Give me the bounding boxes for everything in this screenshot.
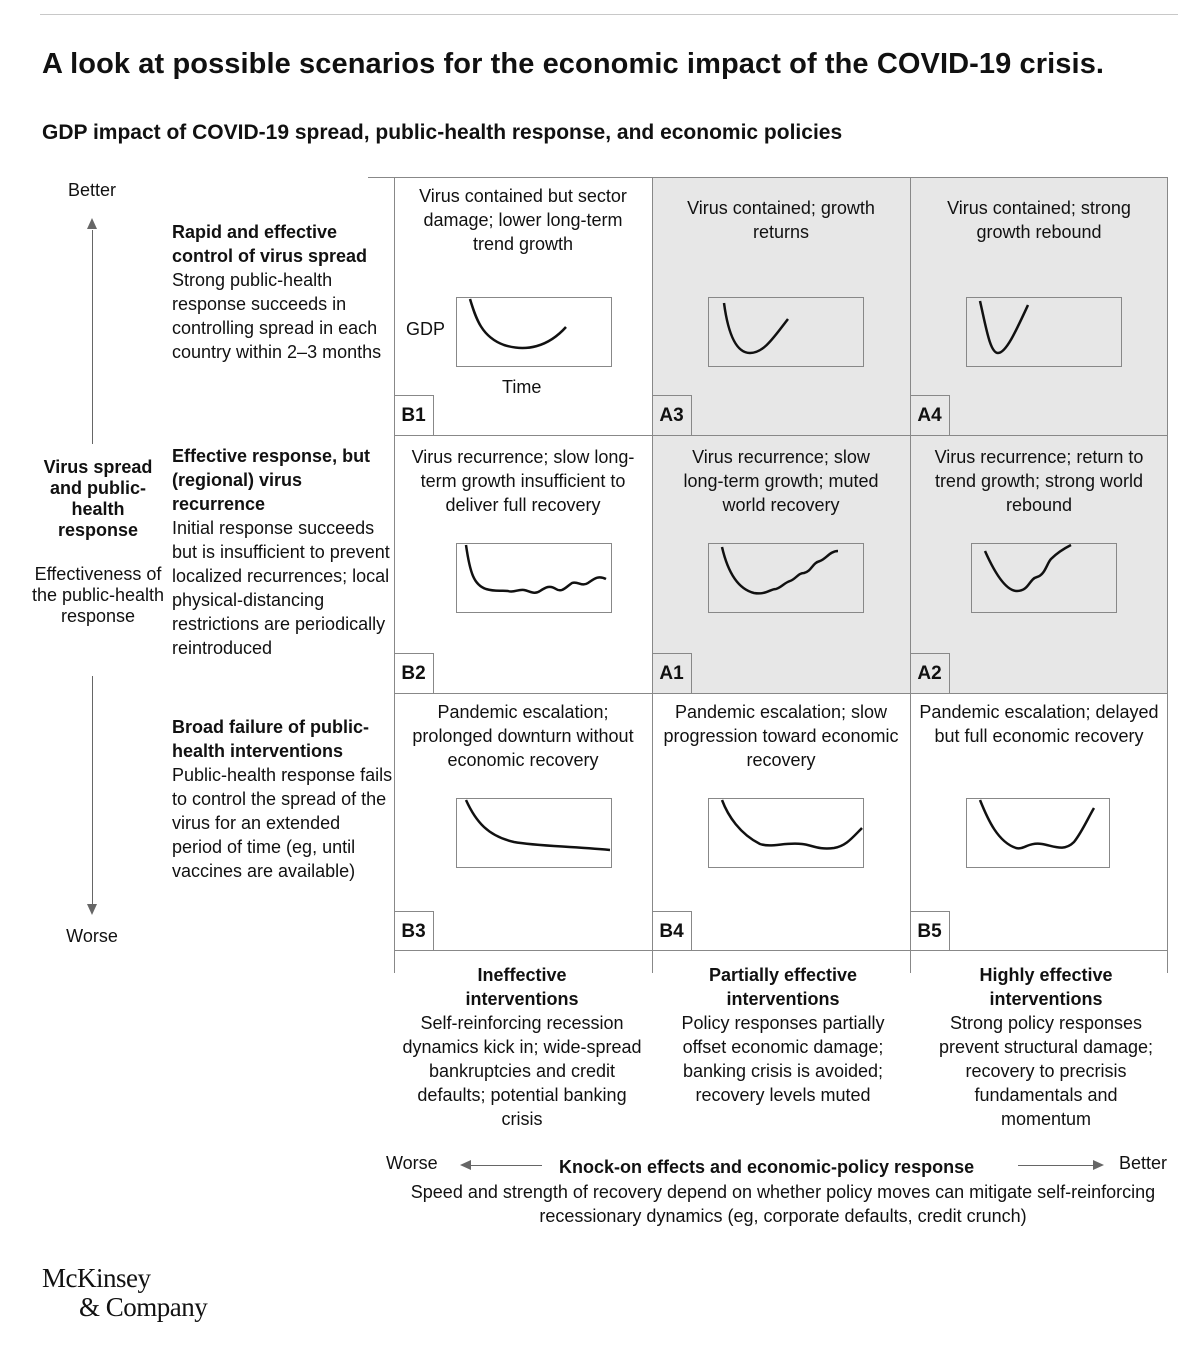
- scenario-text: Virus recurrence; return to trend growth…: [934, 447, 1144, 515]
- logo-line-2: & Company: [79, 1292, 208, 1322]
- row-description-2: Effective response, but (regional) virus…: [172, 444, 394, 660]
- row-body: Public-health response fails to control …: [172, 765, 393, 881]
- row-body: Strong public-health response succeeds i…: [172, 270, 382, 362]
- arrow-left-icon: [460, 1160, 471, 1170]
- column-heading: Highly effective interventions: [979, 965, 1113, 1009]
- mckinsey-logo: McKinsey & Company: [42, 1263, 208, 1322]
- column-description-2: Partially effective interventions Policy…: [664, 963, 902, 1107]
- scenario-grid: Virus contained but sector damage; lower…: [368, 177, 1168, 951]
- gdp-curve-chart-b1: [456, 297, 612, 367]
- column-body: Policy responses partially offset econom…: [681, 1013, 885, 1105]
- scenario-cell-b3: Pandemic escalation; prolonged downturn …: [394, 693, 652, 951]
- scenario-text: Virus contained; growth returns: [687, 198, 875, 242]
- scenario-cell-a3: Virus contained; growth returns A3: [652, 177, 910, 435]
- scenario-text: Pandemic escalation; slow progression to…: [663, 702, 899, 770]
- scenario-text: Virus recurrence; slow long-term growth …: [411, 447, 635, 515]
- arrow-up-icon: [87, 218, 97, 229]
- arrow-down-icon: [87, 904, 97, 915]
- grid-line: [394, 950, 1168, 951]
- grid-line: [394, 693, 1168, 694]
- gdp-axis-label: GDP: [406, 319, 446, 339]
- column-tick: [652, 951, 653, 973]
- scenario-cell-a2: Virus recurrence; return to trend growth…: [910, 435, 1168, 693]
- column-description-1: Ineffective interventions Self-reinforci…: [400, 963, 644, 1131]
- grid-line: [394, 435, 1168, 436]
- vertical-axis-line-top: [92, 230, 93, 444]
- scenario-id: A1: [652, 653, 692, 693]
- vertical-axis-subtitle: Effectiveness of the public-health respo…: [31, 564, 165, 626]
- column-tick: [910, 951, 911, 973]
- logo-line-1: McKinsey: [42, 1263, 151, 1293]
- scenario-cell-a1: Virus recurrence; slow long-term growth;…: [652, 435, 910, 693]
- column-heading: Partially effective interventions: [708, 965, 858, 1009]
- row-heading: Rapid and effective control of virus spr…: [172, 222, 368, 266]
- scenario-id: A2: [910, 653, 950, 693]
- time-axis-label: Time: [502, 377, 542, 397]
- column-tick: [1167, 951, 1168, 973]
- scenario-text: Virus recurrence; slow long-term growth;…: [683, 447, 879, 515]
- grid-line: [652, 177, 653, 951]
- row-heading: Broad failure of public-health intervent…: [172, 717, 370, 761]
- scenario-text: Pandemic escalation; delayed but full ec…: [919, 702, 1159, 746]
- gdp-curve-chart-b4: [708, 798, 864, 868]
- arrow-right-icon: [1093, 1160, 1104, 1170]
- gdp-curve-chart-b5: [966, 798, 1110, 868]
- page-title: A look at possible scenarios for the eco…: [42, 48, 1105, 80]
- horizontal-axis-line-left: [470, 1165, 542, 1166]
- grid-line: [1167, 177, 1168, 951]
- gdp-curve-chart-a2: [971, 543, 1117, 613]
- scenario-text: Virus contained; strong growth rebound: [947, 198, 1131, 242]
- column-tick: [394, 951, 395, 973]
- scenario-text: Pandemic escalation; prolonged downturn …: [412, 702, 634, 770]
- scenario-id: B3: [394, 911, 434, 951]
- vertical-axis-title: Virus spread and public-health response: [43, 457, 153, 540]
- scenario-id: B4: [652, 911, 692, 951]
- gdp-curve-chart-a1: [708, 543, 864, 613]
- scenario-cell-b4: Pandemic escalation; slow progression to…: [652, 693, 910, 951]
- vertical-axis-worse-label: Worse: [66, 926, 118, 946]
- vertical-axis-line-bottom: [92, 676, 93, 906]
- row-body: Initial response succeeds but is insuffi…: [172, 518, 390, 658]
- column-body: Strong policy responses prevent structur…: [938, 1013, 1154, 1129]
- grid-line: [368, 177, 1168, 178]
- horizontal-axis-line-right: [1018, 1165, 1094, 1166]
- scenario-cell-a4: Virus contained; strong growth rebound A…: [910, 177, 1168, 435]
- scenario-id: A4: [910, 395, 950, 435]
- horizontal-axis-subtitle: Speed and strength of recovery depend on…: [410, 1182, 1156, 1226]
- top-rule: [40, 14, 1178, 15]
- scenario-id: B1: [394, 395, 434, 435]
- scenario-id: B2: [394, 653, 434, 693]
- scenario-id: B5: [910, 911, 950, 951]
- scenario-id: A3: [652, 395, 692, 435]
- column-description-3: Highly effective interventions Strong po…: [930, 963, 1162, 1131]
- column-body: Self-reinforcing recession dynamics kick…: [402, 1013, 642, 1129]
- row-heading: Effective response, but (regional) virus…: [172, 446, 371, 514]
- horizontal-axis-title: Knock-on effects and economic-policy res…: [559, 1157, 975, 1177]
- column-heading: Ineffective interventions: [465, 965, 579, 1009]
- gdp-curve-chart-b3: [456, 798, 612, 868]
- grid-line: [910, 177, 911, 951]
- horizontal-axis-better-label: Better: [1119, 1153, 1168, 1173]
- row-description-1: Rapid and effective control of virus spr…: [172, 220, 394, 364]
- chart-subtitle: GDP impact of COVID-19 spread, public-he…: [42, 121, 843, 144]
- scenario-cell-b1: Virus contained but sector damage; lower…: [394, 177, 652, 435]
- scenario-cell-b5: Pandemic escalation; delayed but full ec…: [910, 693, 1168, 951]
- grid-line: [394, 177, 395, 951]
- gdp-curve-chart-a4: [966, 297, 1122, 367]
- vertical-axis-better-label: Better: [67, 180, 117, 200]
- gdp-curve-chart-a3: [708, 297, 864, 367]
- row-description-3: Broad failure of public-health intervent…: [172, 715, 394, 883]
- scenario-cell-b2: Virus recurrence; slow long-term growth …: [394, 435, 652, 693]
- gdp-curve-chart-b2: [456, 543, 612, 613]
- scenario-text: Virus contained but sector damage; lower…: [419, 186, 627, 254]
- horizontal-axis-worse-label: Worse: [386, 1153, 438, 1173]
